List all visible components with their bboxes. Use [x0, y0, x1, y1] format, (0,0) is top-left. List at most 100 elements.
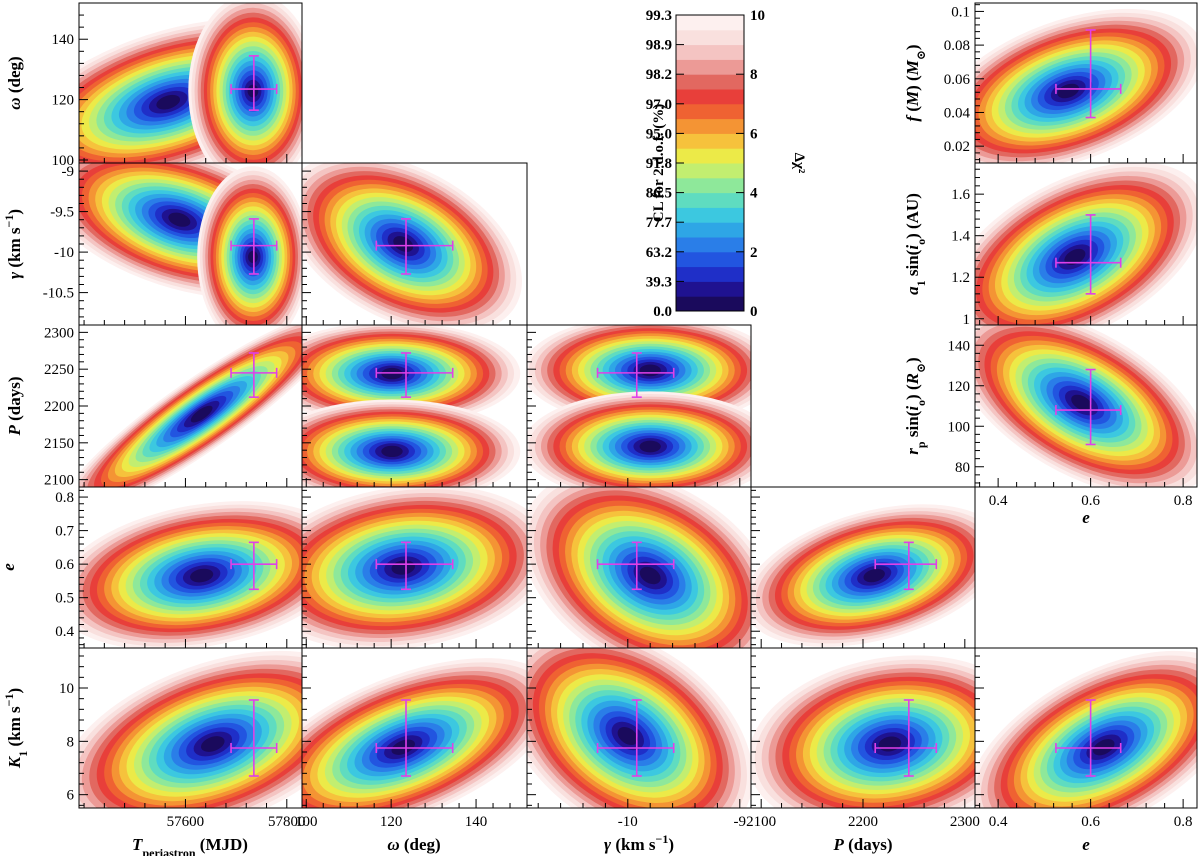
T-gamma-contour-a-19	[168, 212, 191, 227]
gamma-xtick-label: -10	[618, 814, 638, 830]
P-K1-best-fit-marker	[874, 699, 938, 777]
omega-P-best-fit-marker	[375, 352, 454, 398]
omega-e-heatmap	[302, 487, 527, 648]
ylabel-fM: f (M) (M⊙)	[903, 44, 928, 121]
colorbar-swatch-7	[676, 192, 744, 208]
P-xtick-label: 2300	[950, 814, 980, 830]
colorbar-tick-left-label: 97.0	[646, 97, 672, 113]
gamma-P-heatmap	[527, 325, 751, 487]
colorbar-tick-left-label: 0.0	[653, 304, 672, 320]
colorbar-swatch-16	[676, 59, 744, 75]
a1-ytick-label: 1.6	[951, 187, 970, 203]
gamma-K1-contour-a-19	[617, 727, 638, 745]
omega-gamma-contour-a-19	[393, 236, 414, 252]
xlabel-omega: ω (deg)	[387, 835, 440, 854]
T-e-heatmap	[79, 487, 302, 648]
colorbar-tick-right-label: 4	[750, 186, 758, 202]
fM-ytick-label: 0.04	[944, 105, 971, 121]
gamma-P-contour-b-19	[639, 440, 661, 453]
colorbar-swatch-4	[676, 237, 744, 253]
colorbar-tick-left-label: 63.2	[646, 245, 672, 261]
fM-ytick-label: 0.1	[951, 4, 970, 20]
gamma-ytick-label: -9	[62, 164, 75, 180]
e-ytick-label: 0.6	[55, 557, 74, 573]
T-K1-best-fit-marker	[230, 699, 278, 777]
omega-e-best-fit-marker	[375, 541, 454, 591]
K1-ytick-label: 8	[67, 734, 75, 750]
colorbar-tick-left-label: 77.7	[646, 215, 673, 231]
colorbar-tick-left-label: 99.3	[646, 8, 672, 24]
rp-ytick-label: 140	[948, 338, 971, 354]
e-a1-contour-a-19	[1064, 248, 1086, 266]
colorbar-swatch-12	[676, 118, 744, 134]
fM-ytick-label: 0.06	[944, 72, 971, 88]
gamma-P-contour-a-19	[639, 364, 661, 377]
omega-P-heatmap	[302, 325, 527, 487]
axes-layer: 100120140-9-9.5-10-10.521002150220022502…	[43, 2, 1198, 830]
T-omega-contour-b-19	[247, 84, 259, 98]
e-xtick-label: 0.6	[1081, 814, 1100, 830]
e-fM-best-fit-marker	[1055, 29, 1122, 119]
colorbar-tick-left-label: 39.3	[646, 274, 672, 290]
xlabel-gamma: γ (km s−1)	[604, 832, 674, 854]
ylabel-rp: rp sin(io) (R⊙)	[903, 357, 928, 454]
e-xtick-label: 0.4	[989, 814, 1008, 830]
colorbar-swatch-1	[676, 281, 744, 297]
colorbar-tick-left-label: 86.5	[646, 186, 672, 202]
e-a1-heatmap	[975, 163, 1197, 325]
colorbar-swatch-15	[676, 74, 744, 90]
e-K1-best-fit-marker	[1055, 699, 1122, 777]
gamma-K1-heatmap	[527, 648, 751, 808]
P-xtick-label: 2100	[746, 814, 776, 830]
e-rp-heatmap	[975, 325, 1197, 487]
K1-ytick-label: 6	[67, 788, 75, 804]
colorbar-left-title: CL for 2 d.o.f. (%)	[651, 104, 667, 222]
a1-ytick-label: 1.2	[951, 270, 970, 286]
xlabel-T: Tperiastron (MJD)	[132, 835, 248, 856]
e-fM-contour-a-19	[1057, 83, 1080, 99]
T-P-best-fit-marker	[230, 352, 278, 398]
fM-ytick-label: 0.08	[944, 38, 970, 54]
T-P-contour-a-19	[190, 405, 213, 423]
T-omega-contour-a-19	[156, 94, 181, 110]
omega-P-contour-b-19	[381, 445, 403, 458]
ylabel-gamma: γ (km s−1)	[2, 209, 24, 279]
colorbar-right-title: Δχ²	[791, 153, 807, 174]
e-a1-best-fit-marker	[1055, 214, 1122, 295]
colorbar-swatch-19	[676, 15, 744, 31]
K1-ytick-label: 10	[59, 681, 74, 697]
colorbar-tick-left-label: 98.2	[646, 67, 672, 83]
e-rp-contour-a-19	[1071, 394, 1092, 411]
colorbar: 0 2 4 6 8 10 0.0 39.3 63.2 77.7 86.5 91.8 95.0 97.0 98…	[646, 8, 807, 320]
colorbar-tick-left-label: 95.0	[646, 126, 672, 142]
ylabel-P: P (days)	[5, 376, 24, 436]
axis-labels-layer: Tperiastron (MJD) ω (deg) γ (km s−1) P (day…	[0, 44, 1090, 856]
colorbar-swatch-2	[676, 266, 744, 282]
ylabel-omega: ω (deg)	[5, 56, 24, 109]
e-xtick-label: 0.6	[1081, 493, 1100, 509]
T-gamma-contour-b-19	[248, 250, 258, 264]
xlabel-e-right: e	[1082, 508, 1090, 527]
T-xtick-label: 57600	[167, 814, 205, 830]
P-e-best-fit-marker	[874, 541, 938, 591]
P-ytick-label: 2100	[44, 473, 74, 489]
gamma-P-best-fit-marker	[596, 352, 675, 398]
xlabel-P: P (days)	[832, 835, 892, 854]
T-gamma-best-fit-marker	[230, 218, 278, 275]
T-xtick-label: 57800	[268, 814, 306, 830]
e-rp-best-fit-marker	[1055, 368, 1122, 446]
P-ytick-label: 2150	[44, 436, 74, 452]
colorbar-tick-right-label: 8	[750, 67, 758, 83]
colorbar-swatch-9	[676, 163, 744, 179]
T-e-contour-a-19	[190, 568, 214, 583]
e-xtick-label: 0.4	[989, 493, 1008, 509]
T-omega-heatmap	[79, 3, 302, 163]
a1-ytick-label: 1	[963, 312, 971, 328]
omega-ytick-label: 100	[52, 153, 75, 169]
omega-xtick-label: 100	[295, 814, 318, 830]
fM-ytick-label: 0.02	[944, 139, 970, 155]
gamma-e-best-fit-marker	[596, 541, 675, 591]
colorbar-tick-right-label: 10	[750, 8, 765, 24]
colorbar-swatch-18	[676, 29, 744, 46]
